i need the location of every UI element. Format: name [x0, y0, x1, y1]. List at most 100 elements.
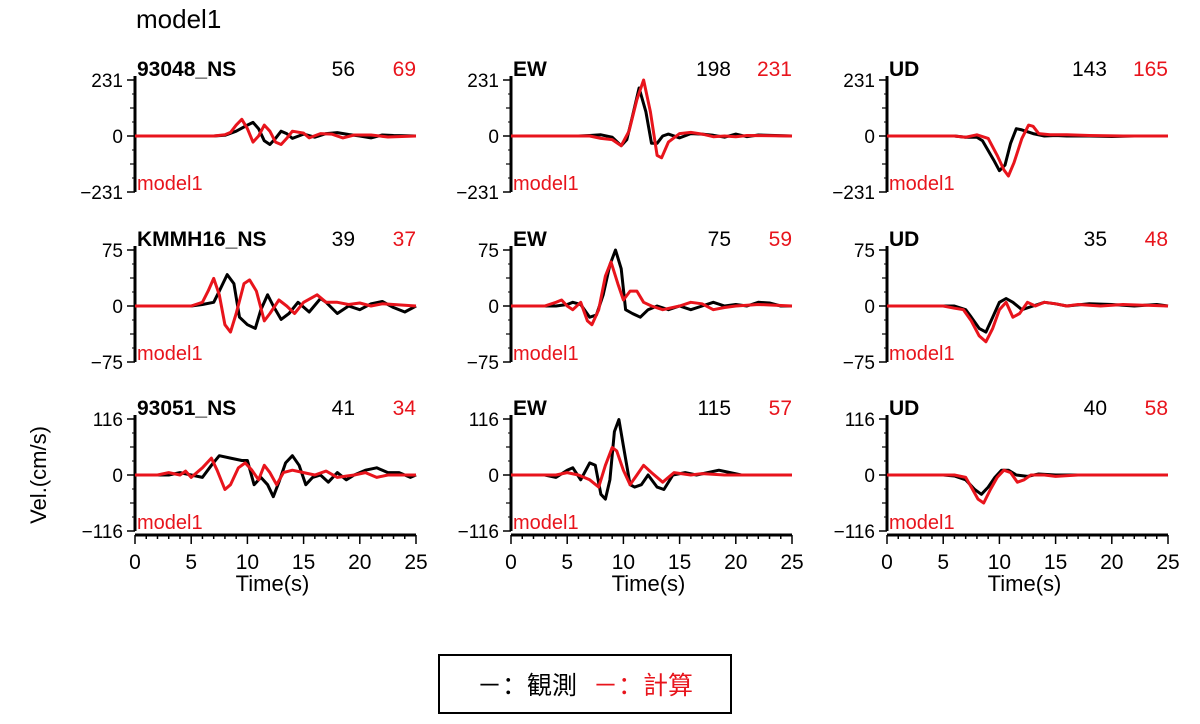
peak-calculated: 57 [769, 397, 792, 420]
peak-observed: 143 [1072, 58, 1107, 81]
y-axis-label: Vel.(cm/s) [26, 426, 51, 524]
calculated-trace [135, 117, 417, 146]
y-tick-label: 0 [112, 466, 123, 487]
calculated-trace [887, 123, 1168, 178]
x-axis-label: Time(s) [612, 571, 686, 596]
model-label: model1 [137, 173, 203, 195]
y-tick-label: −231 [80, 183, 123, 204]
y-tick-label: −231 [456, 183, 499, 204]
panel-col2-ud: 75 0 −75 UD 35 48 model1 [843, 228, 1169, 374]
panel-kmmh16-ns-ns: 75 0 −75 KMMH16_NS 39 37 model1 [91, 228, 417, 374]
y-tick-label: 0 [488, 466, 499, 487]
y-tick-label: 231 [843, 71, 875, 92]
peak-observed: 35 [1084, 228, 1107, 251]
x-tick-label: 20 [1100, 551, 1123, 574]
x-tick-label: 15 [668, 551, 691, 574]
model-label: model1 [513, 173, 579, 195]
panel-col2-ud: 116 0 −116 UD 40 58 model1 0 5 10 15 20 25 Time(s) [834, 397, 1180, 596]
x-tick-label: 10 [612, 551, 635, 574]
x-tick-label: 0 [129, 551, 141, 574]
x-tick-label: 20 [724, 551, 747, 574]
model-label: model1 [513, 343, 579, 365]
peak-calculated: 165 [1133, 58, 1168, 81]
x-tick-label: 25 [780, 551, 803, 574]
calculated-trace [135, 276, 417, 334]
y-tick-label: 231 [91, 71, 123, 92]
legend-calculated: －：計算 [593, 671, 694, 700]
component-label: EW [513, 58, 547, 81]
y-tick-label: 0 [864, 297, 875, 318]
y-tick-label: 0 [112, 297, 123, 318]
model-label: model1 [889, 343, 955, 365]
panel-col1-ew: 75 0 −75 EW 75 59 model1 [467, 228, 793, 374]
peak-calculated: 58 [1145, 397, 1168, 420]
component-label: UD [889, 228, 919, 251]
component-label: UD [889, 397, 919, 420]
calculated-trace [511, 78, 793, 160]
x-tick-label: 10 [988, 551, 1011, 574]
component-label: KMMH16_NS [137, 228, 267, 251]
y-tick-label: −116 [834, 522, 875, 543]
x-tick-label: 0 [881, 551, 893, 574]
model-label: model1 [889, 173, 955, 195]
x-tick-label: 15 [292, 551, 315, 574]
y-tick-label: 116 [845, 410, 875, 431]
peak-observed: 56 [332, 58, 355, 81]
y-tick-label: 75 [102, 241, 123, 262]
y-tick-label: −75 [467, 353, 499, 374]
x-tick-label: 5 [937, 551, 949, 574]
peak-observed: 115 [698, 397, 731, 420]
peak-calculated: 59 [769, 228, 792, 251]
y-tick-label: 116 [469, 410, 499, 431]
y-tick-label: 116 [93, 410, 123, 431]
figure-title: model1 [136, 4, 222, 34]
calculated-trace [887, 300, 1169, 344]
component-label: UD [889, 58, 919, 81]
model-label: model1 [137, 343, 203, 365]
observed-trace [135, 273, 417, 330]
peak-calculated: 231 [757, 58, 792, 81]
y-tick-label: 0 [112, 127, 123, 148]
x-axis-label: Time(s) [236, 571, 310, 596]
y-tick-label: 231 [467, 71, 499, 92]
model-label: model1 [889, 512, 955, 534]
x-tick-label: 5 [561, 551, 573, 574]
peak-observed: 198 [696, 58, 731, 81]
x-tick-label: 20 [348, 551, 371, 574]
y-tick-label: 75 [854, 241, 875, 262]
x-tick-label: 15 [1044, 551, 1067, 574]
peak-observed: 75 [708, 228, 731, 251]
y-tick-label: 0 [488, 127, 499, 148]
peak-calculated: 34 [393, 397, 417, 420]
x-tick-label: 25 [404, 551, 427, 574]
component-label: 93051_NS [137, 397, 236, 420]
peak-observed: 40 [1084, 397, 1107, 420]
model-label: model1 [513, 512, 579, 534]
x-tick-label: 10 [236, 551, 259, 574]
panel-93051-ns-ns: 116 0 −116 93051_NS 41 34 model1 0 5 10 15 20 25 Time… [82, 397, 428, 596]
peak-observed: 39 [332, 228, 355, 251]
component-label: 93048_NS [137, 58, 236, 81]
y-tick-label: −75 [91, 353, 123, 374]
observed-trace [135, 454, 417, 499]
y-tick-label: 0 [864, 466, 875, 487]
legend-observed: －：観測 [476, 671, 577, 700]
y-tick-label: 75 [478, 241, 499, 262]
y-tick-label: −231 [832, 183, 875, 204]
component-label: EW [513, 228, 547, 251]
panel-93048-ns-ns: 231 0 −231 93048_NS 56 69 model1 [80, 58, 417, 204]
panel-col1-ew: 231 0 −231 EW 198 231 model1 [456, 58, 793, 204]
component-label: EW [513, 397, 547, 420]
y-tick-label: −75 [843, 353, 875, 374]
y-tick-label: 0 [488, 297, 499, 318]
peak-observed: 41 [332, 397, 355, 420]
legend: －：観測 －：計算 [438, 654, 732, 714]
calculated-trace [887, 468, 1168, 505]
peak-calculated: 69 [393, 58, 416, 81]
calculated-trace [511, 446, 792, 489]
observed-trace [511, 418, 792, 501]
x-tick-label: 25 [1156, 551, 1179, 574]
panel-col1-ew: 116 0 −116 EW 115 57 model1 0 5 10 15 20 25 Time(s) [458, 397, 804, 596]
x-axis-label: Time(s) [988, 571, 1062, 596]
